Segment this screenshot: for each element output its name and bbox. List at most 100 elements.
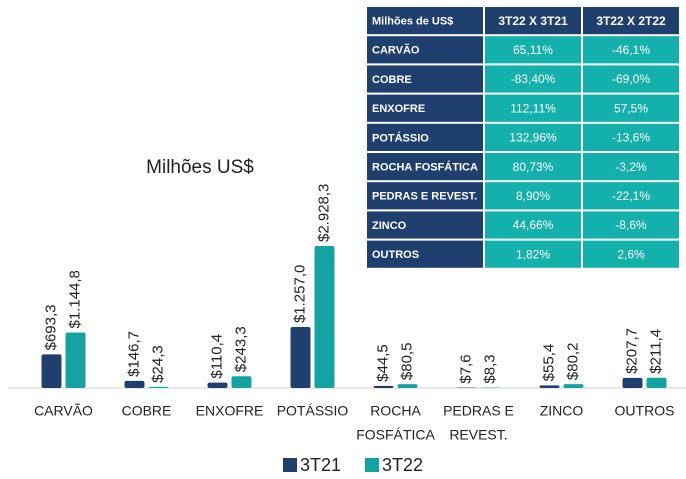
table-text: COBRE [372, 74, 412, 86]
table-cell [367, 182, 483, 210]
x-tick-label: CARVÃO [34, 403, 93, 419]
x-tick-label: ENXOFRE [196, 403, 264, 419]
chart-title: Milhões US$ [146, 157, 254, 178]
table-text: 2,6% [617, 247, 645, 261]
bar [563, 384, 584, 388]
table-cell [485, 7, 581, 35]
value-label: $1.257,0 [291, 265, 308, 323]
table-text: 3T22 X 2T22 [596, 14, 666, 28]
value-label: $207,7 [623, 328, 640, 374]
table-text: -46,1% [612, 43, 650, 57]
value-label: $80,5 [398, 343, 415, 381]
bar [65, 332, 86, 388]
value-label: $24,3 [149, 345, 166, 383]
table-cell [367, 123, 483, 151]
bar [207, 382, 228, 388]
table-text: CARVÃO [372, 44, 420, 57]
x-tick-label: OUTROS [615, 403, 675, 419]
value-label: $7,6 [457, 354, 474, 383]
table-text: ROCHA FOSFÁTICA [372, 161, 478, 174]
bar [41, 354, 62, 388]
bar [124, 380, 145, 388]
table-cell [583, 211, 679, 239]
table-cell [583, 36, 679, 64]
value-label: $146,7 [125, 331, 142, 377]
table-cell [367, 36, 483, 64]
table-cell [485, 36, 581, 64]
table-text: ENXOFRE [372, 103, 425, 115]
table-cell [485, 123, 581, 151]
table-text: -8,6% [615, 218, 647, 232]
table-cell [583, 240, 679, 268]
table-cell [583, 123, 679, 151]
value-label: $2.928,3 [315, 184, 332, 242]
table-cell [485, 94, 581, 122]
table-cell [367, 65, 483, 93]
table-cell [485, 211, 581, 239]
bar [148, 386, 169, 388]
table-text: -83,40% [511, 72, 556, 86]
table-text: 44,66% [513, 218, 554, 232]
table-cell [367, 240, 483, 268]
value-label: $80,2 [564, 343, 581, 381]
legend-label: 3T22 [382, 455, 423, 475]
table-cell [367, 7, 483, 35]
table-text: -69,0% [612, 72, 650, 86]
value-label: $44,5 [374, 344, 391, 382]
table-text: -22,1% [612, 189, 650, 203]
value-label: $211,4 [647, 329, 664, 374]
x-tick-label: FOSFÁTICA [356, 427, 435, 443]
legend-swatch [365, 458, 379, 472]
x-tick-label: ROCHA [370, 403, 421, 419]
value-label: $1.144,8 [66, 270, 83, 328]
table-cell [583, 7, 679, 35]
table-text: 65,11% [513, 43, 553, 57]
table-text: ZINCO [372, 220, 407, 232]
table-text: OUTROS [372, 249, 419, 261]
table-text: 8,90% [516, 189, 550, 203]
legend-swatch [283, 458, 297, 472]
bar [290, 327, 311, 388]
bar [622, 377, 643, 388]
bar [397, 384, 418, 388]
table-text: POTÁSSIO [372, 131, 429, 144]
bar [373, 385, 394, 388]
table-cell [485, 240, 581, 268]
bar [314, 246, 335, 388]
table-cell [367, 153, 483, 181]
table-text: 57,5% [614, 101, 648, 115]
table-text: 132,96% [509, 131, 557, 145]
table-text: -13,6% [612, 131, 650, 145]
value-label: $8,3 [481, 354, 498, 383]
table-text: 80,73% [513, 160, 554, 174]
table-cell [583, 94, 679, 122]
table-text: 3T22 X 3T21 [498, 14, 568, 28]
table-cell [583, 153, 679, 181]
table-cell [485, 65, 581, 93]
table-cell [485, 153, 581, 181]
bar [646, 377, 667, 388]
legend-label: 3T21 [300, 455, 341, 475]
table-text: -3,2% [615, 160, 647, 174]
x-tick-label: COBRE [122, 403, 172, 419]
value-label: $243,3 [232, 326, 249, 372]
table-text: Milhões de US$ [372, 16, 453, 28]
table-cell [583, 182, 679, 210]
x-tick-label: REVEST. [449, 427, 507, 443]
table-cell [367, 211, 483, 239]
table-cell [583, 65, 679, 93]
table-cell [367, 94, 483, 122]
table-text: PEDRAS E REVEST. [372, 191, 477, 203]
table-cell [485, 182, 581, 210]
x-tick-label: POTÁSSIO [277, 403, 349, 419]
value-label: $110,4 [208, 334, 225, 379]
bar [539, 385, 560, 388]
x-tick-label: ZINCO [540, 403, 584, 419]
bar [231, 376, 252, 388]
x-tick-label: PEDRAS E [443, 403, 514, 419]
table-text: 112,11% [510, 101, 556, 115]
table-text: 1,82% [516, 247, 550, 261]
value-label: $55,4 [540, 344, 557, 382]
value-label: $693,3 [42, 304, 59, 350]
